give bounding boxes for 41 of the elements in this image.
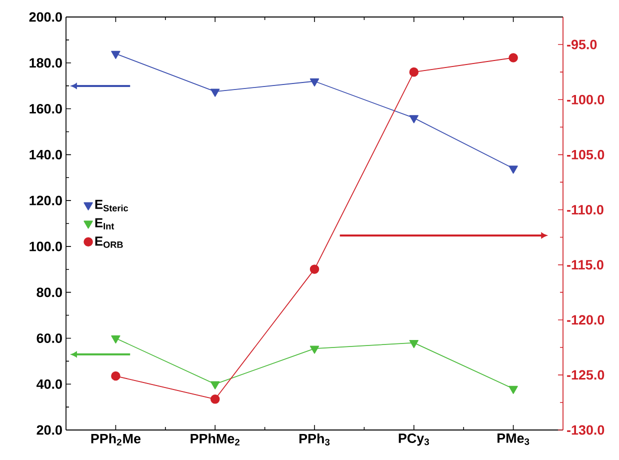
y2-tick-label: -95.0 bbox=[567, 40, 597, 50]
y-tick-label: 60.0 bbox=[36, 333, 62, 343]
point bbox=[508, 53, 518, 62]
y2-tick-label: -115.0 bbox=[567, 260, 604, 270]
x-tick-label: PPhMe$_{2}$ bbox=[190, 434, 240, 446]
point bbox=[409, 340, 418, 348]
point bbox=[409, 115, 418, 124]
point bbox=[310, 78, 320, 86]
point bbox=[409, 67, 419, 77]
y-tick-label: 80.0 bbox=[36, 288, 62, 298]
y-tick-label: 180.0 bbox=[30, 58, 62, 68]
y-tick-label: 120.0 bbox=[30, 196, 62, 206]
point bbox=[210, 394, 220, 404]
y-tick-label: 100.0 bbox=[30, 242, 62, 252]
point bbox=[310, 346, 320, 354]
y-tick-label: 20.0 bbox=[36, 425, 62, 435]
x-tick-label: PMe$_{3}$ bbox=[498, 434, 530, 446]
legend-label: E$_{Steric}$ bbox=[95, 200, 128, 212]
point bbox=[111, 335, 120, 344]
y2-tick-label: -100.0 bbox=[567, 94, 604, 104]
y2-tick-label: -110.0 bbox=[567, 204, 604, 214]
y-tick-label: 160.0 bbox=[30, 104, 62, 114]
point bbox=[310, 264, 320, 274]
y2-tick-label: -125.0 bbox=[567, 370, 604, 380]
point bbox=[210, 88, 220, 97]
point bbox=[111, 371, 120, 381]
legend-label: E$_{ORB}$ bbox=[95, 236, 123, 248]
point bbox=[508, 386, 518, 394]
x-tick-label: PPh$_{3}$ bbox=[299, 434, 330, 446]
point bbox=[210, 381, 220, 390]
y2-tick-label: -120.0 bbox=[567, 315, 604, 325]
x-tick-label: PPh$_{2}$Me bbox=[91, 434, 141, 446]
legend-label: E$_{Int}$ bbox=[95, 218, 114, 230]
point bbox=[508, 166, 518, 174]
y-tick-label: 200.0 bbox=[29, 12, 62, 22]
y2-tick-label: -130.0 bbox=[567, 425, 604, 435]
y2-tick-label: -105.0 bbox=[567, 150, 604, 160]
point bbox=[111, 50, 120, 59]
x-tick-label: PCy$_{3}$ bbox=[398, 434, 430, 446]
y-tick-label: 140.0 bbox=[30, 150, 62, 160]
y-tick-label: 40.0 bbox=[36, 379, 62, 389]
